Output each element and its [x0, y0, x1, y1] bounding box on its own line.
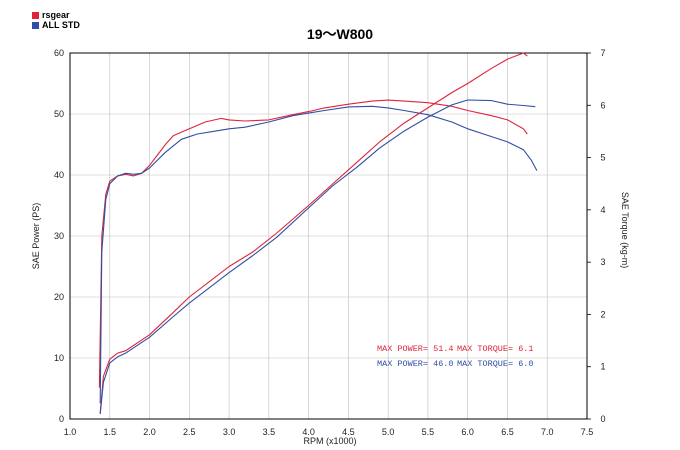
- y-tick-label: 40: [54, 170, 64, 180]
- legend-item-all-std: ALL STD: [32, 20, 80, 30]
- y2-tick-label: 7: [600, 48, 605, 58]
- x-tick-label: 6.0: [461, 427, 474, 437]
- legend-swatch-all-std: [32, 21, 39, 29]
- series-line-all-std-power: [99, 99, 536, 415]
- y2-tick-label: 0: [600, 414, 605, 424]
- y-tick-label: 30: [54, 231, 64, 241]
- x-axis-ticks: 1.0 1.5 2.0 2.5 3.0 3.5 4.0 4.5 5.0 5.5 6.0 6.5 7.0 7…: [64, 427, 594, 437]
- y2-tick-label: 1: [600, 362, 605, 372]
- annotation-rsgear-power: MAX POWER= 51.4: [377, 344, 454, 354]
- x-tick-label: 5.0: [382, 427, 395, 437]
- series-lines: [98, 52, 538, 415]
- series-line-rsgear-power: [99, 52, 528, 413]
- legend-item-rsgear: rsgear: [32, 10, 80, 20]
- y2-axis-label: SAE Torque (kg-m): [620, 192, 630, 268]
- legend-swatch-rsgear: [32, 11, 39, 19]
- x-tick-label: 2.5: [183, 427, 196, 437]
- annotation-std-torque: MAX TORQUE= 6.0: [457, 359, 534, 369]
- x-tick-label: 4.0: [302, 427, 315, 437]
- y-axis-ticks: 0 10 20 30 40 50 60: [54, 48, 64, 424]
- plot-frame: [69, 52, 588, 420]
- y2-tick-label: 6: [600, 100, 605, 110]
- y-tick-label: 20: [54, 292, 64, 302]
- y-tick-label: 60: [54, 48, 64, 58]
- y-tick-label: 50: [54, 109, 64, 119]
- x-tick-label: 4.5: [342, 427, 355, 437]
- x-tick-label: 3.0: [223, 427, 236, 437]
- y-tick-label: 0: [59, 414, 64, 424]
- y2-tick-label: 3: [600, 257, 605, 267]
- legend: rsgear ALL STD: [32, 10, 80, 30]
- x-tick-label: 7.5: [581, 427, 594, 437]
- x-tick-label: 1.0: [64, 427, 77, 437]
- annotation-rsgear-torque: MAX TORQUE= 6.1: [457, 344, 534, 354]
- y2-axis-ticks: 0 1 2 3 4 5 6 7: [587, 48, 606, 424]
- series-line-rsgear-torque: [98, 99, 528, 388]
- chart-title: 19～W800: [306, 26, 374, 42]
- x-tick-label: 2.0: [143, 427, 156, 437]
- y2-tick-label: 5: [600, 153, 605, 163]
- x-tick-label: 3.5: [263, 427, 276, 437]
- y2-tick-label: 4: [600, 205, 605, 215]
- x-tick-label: 6.5: [501, 427, 514, 437]
- legend-label-rsgear: rsgear: [42, 10, 70, 20]
- x-axis-label: RPM (x1000): [303, 436, 356, 446]
- y-axis-label: SAE Power (PS): [31, 203, 41, 270]
- legend-label-all-std: ALL STD: [42, 20, 80, 30]
- y-tick-label: 10: [54, 353, 64, 363]
- series-line-all-std-torque: [99, 105, 538, 404]
- x-tick-label: 7.0: [541, 427, 554, 437]
- x-tick-label: 1.5: [104, 427, 117, 437]
- y2-tick-label: 2: [600, 309, 605, 319]
- annotation-std-power: MAX POWER= 46.0: [377, 359, 454, 369]
- x-tick-label: 5.5: [422, 427, 435, 437]
